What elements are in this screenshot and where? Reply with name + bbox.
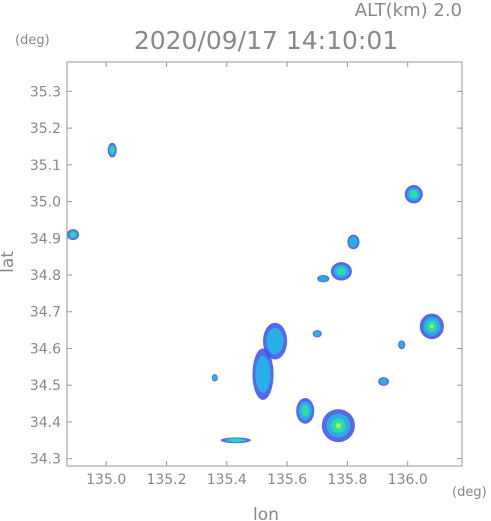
x-axis-label: lon bbox=[253, 505, 279, 521]
echo-level-1 bbox=[349, 236, 358, 248]
echo-cell bbox=[347, 234, 360, 250]
x-tick-label: 136.0 bbox=[388, 472, 428, 488]
echo-cell bbox=[296, 398, 315, 424]
echo-cell bbox=[330, 262, 352, 281]
echo-level-1 bbox=[379, 378, 388, 385]
plot-frame bbox=[66, 61, 463, 467]
y-axis-label: lat bbox=[0, 251, 18, 273]
echo-cell bbox=[262, 322, 288, 360]
echo-cell bbox=[398, 340, 406, 350]
x-tick-label: 135.8 bbox=[327, 472, 367, 488]
echo-cell bbox=[321, 409, 355, 443]
x-unit-label: (deg) bbox=[452, 485, 487, 500]
echo-cell bbox=[404, 185, 423, 204]
echo-cell bbox=[419, 313, 444, 340]
echo-cell bbox=[317, 275, 330, 283]
echo-cell bbox=[107, 142, 117, 158]
y-tick-label: 34.9 bbox=[30, 231, 61, 247]
y-tick-label: 34.7 bbox=[30, 305, 61, 321]
echo-level-2 bbox=[409, 190, 418, 199]
y-ticks: 34.3 34.4 34.5 34.6 34.7 34.8 34.9 35.0 35.1 35.2… bbox=[30, 84, 462, 468]
echo-level-1 bbox=[318, 276, 328, 282]
echo-cell bbox=[312, 330, 322, 338]
echo-level-2 bbox=[70, 232, 76, 238]
echo-level-1 bbox=[212, 375, 217, 381]
echo-cell bbox=[252, 348, 274, 400]
y-tick-label: 34.5 bbox=[30, 378, 61, 394]
y-tick-label: 34.6 bbox=[30, 341, 61, 357]
y-tick-label: 34.4 bbox=[30, 415, 61, 431]
timestamp-title: 2020/09/17 14:10:01 bbox=[134, 26, 398, 55]
x-tick-label: 135.6 bbox=[267, 472, 307, 488]
echo-cell bbox=[220, 437, 251, 444]
echo-layer bbox=[67, 142, 444, 444]
echo-level-1 bbox=[255, 355, 271, 393]
echo-level-2 bbox=[301, 405, 310, 417]
y-tick-label: 35.2 bbox=[30, 121, 61, 137]
x-ticks: 135.0 135.2 135.4 135.6 135.8 136.0 bbox=[86, 62, 428, 488]
x-tick-label: 135.4 bbox=[207, 472, 247, 488]
y-tick-label: 35.0 bbox=[30, 195, 61, 211]
echo-level-1 bbox=[266, 327, 284, 355]
x-tick-label: 135.0 bbox=[86, 472, 126, 488]
altitude-label: ALT(km) 2.0 bbox=[355, 0, 462, 21]
y-tick-label: 35.3 bbox=[30, 84, 61, 100]
y-unit-label: (deg) bbox=[15, 33, 50, 48]
echo-cell bbox=[378, 377, 390, 386]
y-tick-label: 34.3 bbox=[30, 452, 61, 468]
echo-level-2 bbox=[336, 267, 347, 276]
echo-level-3 bbox=[335, 422, 342, 429]
echo-level-1 bbox=[399, 341, 405, 348]
echo-level-2 bbox=[229, 438, 243, 442]
y-tick-label: 34.8 bbox=[30, 268, 61, 284]
x-tick-label: 135.2 bbox=[146, 472, 186, 488]
echo-cell bbox=[67, 229, 80, 241]
echo-level-1 bbox=[314, 331, 321, 337]
y-tick-label: 35.1 bbox=[30, 158, 61, 174]
echo-cell bbox=[211, 374, 218, 382]
echo-level-3 bbox=[429, 324, 434, 329]
echo-level-2 bbox=[110, 146, 115, 154]
